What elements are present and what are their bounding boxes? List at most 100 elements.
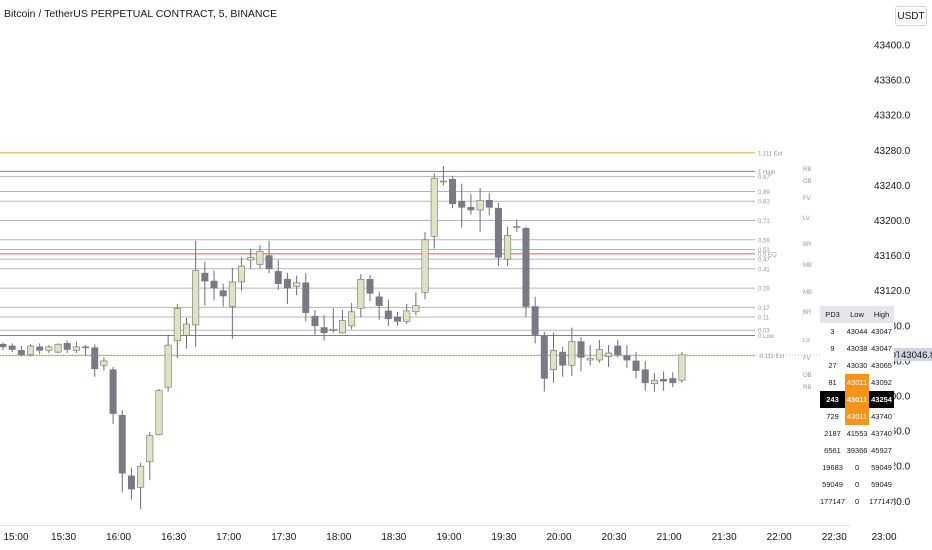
fib-level-label: 1 High (758, 170, 775, 176)
candle (238, 265, 246, 283)
time-tick-label: 16:30 (161, 532, 186, 543)
fib-level-label: 0.11 (758, 316, 770, 322)
fib-level-label: 0.17 (758, 306, 770, 312)
candle (72, 346, 80, 351)
pd-table-row: 81 43011 43092 (820, 374, 895, 391)
fib-level-label: 0.41 (758, 267, 770, 273)
candle (182, 323, 190, 336)
time-tick-label: 15:00 (3, 532, 28, 543)
low-cell: 0 (845, 459, 870, 476)
time-tick-label: 23:00 (871, 532, 896, 543)
candle (678, 354, 686, 381)
fib-level-label: 0.83 (758, 200, 770, 206)
pd-cell: 6561 (820, 442, 846, 459)
pd-cell: 243 (820, 391, 846, 408)
candle (164, 344, 172, 388)
candle (256, 250, 264, 265)
candle (595, 349, 603, 361)
price-tick-label: 43200.0 (874, 216, 911, 227)
time-tick-label: 18:30 (381, 532, 406, 543)
candle (439, 180, 447, 183)
symbol-title[interactable]: Bitcoin / TetherUS PERPETUAL CONTRACT, 5… (4, 8, 278, 20)
pd-table-row: 6561 39366 45927 (820, 442, 895, 459)
candle (201, 272, 209, 282)
time-tick-label: 16:00 (106, 532, 131, 543)
candle (228, 281, 236, 307)
pd-cell: 59049 (820, 476, 846, 493)
fib-level-label: 0.29 (758, 287, 770, 293)
price-tick-label: 43120.0 (874, 286, 911, 297)
candle (219, 290, 227, 297)
candle (513, 226, 521, 228)
zone-label: MB (803, 290, 812, 296)
fib-level-label: 0.97 (758, 175, 770, 181)
currency-button[interactable]: USDT (895, 6, 927, 26)
candle (421, 239, 429, 293)
time-tick-label: 21:30 (712, 532, 737, 543)
candle (375, 296, 383, 306)
candle (384, 310, 392, 320)
fib-level-label: 0.53 (758, 248, 770, 254)
candle (494, 207, 502, 258)
pd-table-row: 2187 41553 43740 (820, 425, 895, 442)
candle (476, 200, 484, 211)
candle (660, 379, 668, 382)
high-cell: 43047 (869, 323, 895, 340)
high-cell: 43065 (869, 357, 895, 374)
candle (504, 235, 512, 260)
high-cell: 43254 (869, 391, 895, 408)
candle (632, 360, 640, 371)
candle (173, 307, 181, 342)
time-tick-label: 17:30 (271, 532, 296, 543)
high-cell: 59049 (869, 459, 895, 476)
fib-level-label: 0.03 (758, 329, 770, 335)
candle (192, 270, 200, 326)
candle (302, 282, 310, 313)
candle (531, 306, 539, 335)
candle (485, 200, 493, 208)
pd-table-row: 27 43030 43065 (820, 357, 895, 374)
candle (467, 207, 475, 211)
candle (17, 350, 25, 356)
pd-table-row: 19683 0 59049 (820, 459, 895, 476)
zone-label: RB (803, 385, 811, 391)
time-tick-label: 17:00 (216, 532, 241, 543)
candle (283, 278, 291, 289)
low-cell: 43011 (845, 391, 870, 408)
candle (8, 345, 16, 350)
low-cell: 39366 (845, 442, 870, 459)
low-cell: 43011 (845, 374, 870, 391)
fib-level-label: -0.111 Ext (758, 354, 785, 360)
pd-col-header: PD3 (820, 306, 846, 323)
candle (137, 465, 145, 488)
price-tick-label: 43400.0 (874, 41, 911, 52)
high-cell: 43047 (869, 340, 895, 357)
pd-cell: 19683 (820, 459, 846, 476)
time-tick-label: 18:00 (326, 532, 351, 543)
high-cell: 177147 (869, 493, 895, 510)
zone-label: LV (803, 338, 810, 344)
candle (109, 369, 117, 414)
high-cell: 43740 (869, 408, 895, 425)
candle (320, 327, 328, 334)
fib-level-label: 0.71 (758, 219, 770, 225)
candle (449, 178, 457, 205)
zone-label: BR (803, 242, 812, 248)
pd-cell: 729 (820, 408, 846, 425)
candle (155, 390, 163, 435)
current-price-label: 43046.8 (901, 350, 932, 361)
time-tick-label: 22:30 (822, 532, 847, 543)
pd-table-row: 729 43011 43740 (820, 408, 895, 425)
candle (641, 369, 649, 384)
zone-label: OB (803, 373, 812, 379)
price-tick-label: 43240.0 (874, 181, 911, 192)
pd-table-row: 177147 0 177147 (820, 493, 895, 510)
candle (559, 351, 567, 366)
time-tick-label: 20:00 (546, 532, 571, 543)
candle (412, 305, 420, 313)
price-tick-label: 43360.0 (874, 76, 911, 87)
zone-label: LV (803, 216, 810, 222)
candle (0, 343, 7, 348)
time-tick-label: 20:30 (602, 532, 627, 543)
